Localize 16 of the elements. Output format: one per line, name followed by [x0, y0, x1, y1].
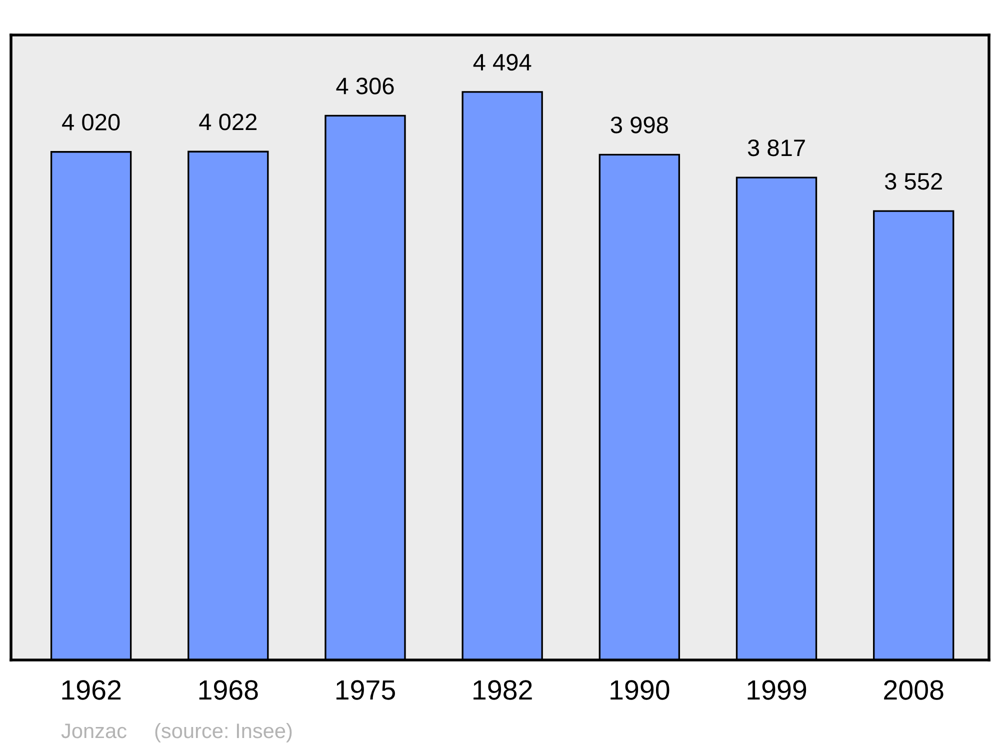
x-tick-label: 1968: [199, 680, 258, 700]
x-tick-label: 1982: [474, 680, 532, 700]
data-label: 3 552: [884, 172, 942, 190]
x-tick-label: 1999: [748, 680, 806, 700]
x-tick-label: 1975: [336, 680, 395, 700]
data-label: 4 306: [336, 78, 394, 94]
data-label: 4 022: [199, 114, 257, 130]
x-tick-label: 2008: [884, 680, 944, 700]
text: (source: Insee): [155, 722, 292, 742]
data-label: 3 817: [748, 139, 805, 156]
data-label: 4 494: [473, 54, 532, 71]
x-tick-label: 1962: [62, 680, 121, 700]
text: Jonzac: [61, 724, 126, 738]
x-tick-label: 1990: [610, 680, 670, 700]
data-label: 4 020: [62, 114, 120, 131]
data-label: 3 998: [610, 116, 668, 134]
